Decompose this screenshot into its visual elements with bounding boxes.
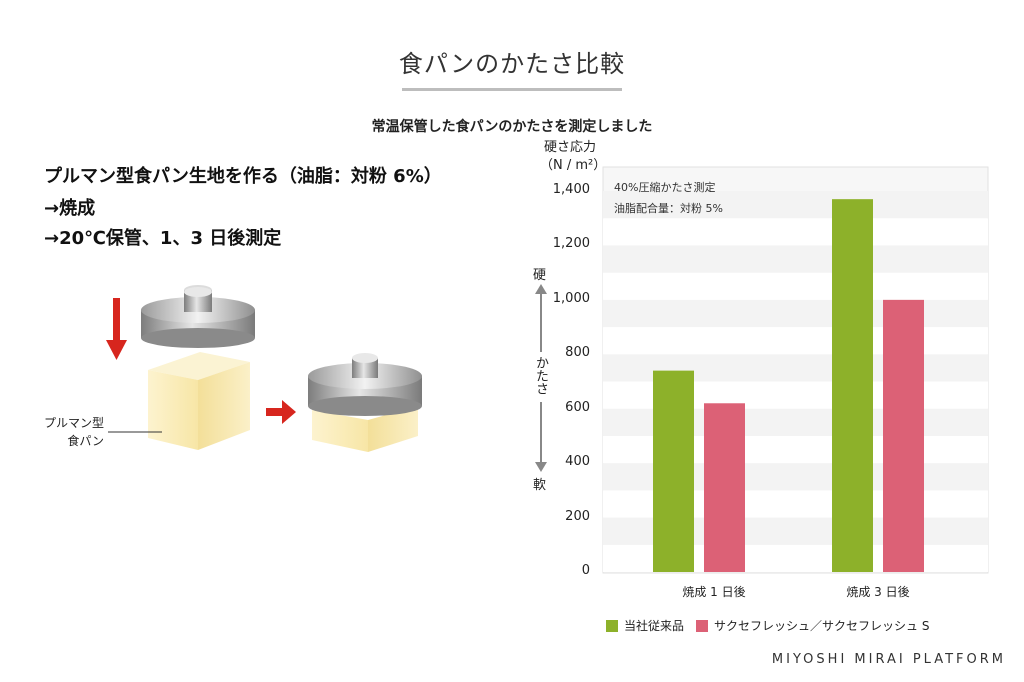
bread-cube-icon: [148, 352, 250, 450]
bread-label-line1: プルマン型: [43, 416, 104, 430]
bar-conventional-1: [653, 370, 694, 572]
down-arrow-icon: [106, 298, 127, 360]
bar-conventional-2: [832, 199, 873, 572]
procedure-step-3: →20℃保管、1、3 日後測定: [44, 228, 282, 249]
grid-band: [603, 218, 988, 246]
grid-band: [603, 463, 988, 491]
right-arrow-icon: [266, 400, 296, 424]
legend-swatch-green: [606, 619, 618, 632]
y-tick-label: 1,000: [552, 290, 590, 306]
category-label-day1: 焼成 1 日後: [682, 585, 746, 599]
bar-successfresh-2: [883, 299, 924, 572]
y-tick-label: 1,200: [552, 236, 590, 252]
scale-hard-label: 硬: [533, 268, 547, 283]
chart-subtitle: 常温保管した食パンのかたさを測定しました: [371, 119, 653, 135]
hardness-scale-arrow-icon: [535, 284, 547, 472]
compression-diagram: [106, 285, 422, 452]
grid-band: [603, 245, 988, 273]
plunger-icon: [141, 285, 255, 348]
scale-mid-label: かたさ: [533, 356, 548, 395]
category-label-day3: 焼成 3 日後: [846, 585, 910, 599]
y-tick-label: 600: [565, 399, 590, 415]
y-tick-label: 0: [581, 563, 590, 578]
y-axis-title-line1: 硬さ応力: [543, 140, 596, 155]
grid-band: [603, 272, 988, 300]
grid-band: [603, 490, 988, 518]
y-axis-title-line2: （N / m²）: [540, 158, 607, 173]
compressed-bread-icon: [312, 406, 418, 452]
y-tick-label: 1,400: [552, 182, 590, 197]
grid-band: [603, 354, 988, 382]
grid-band: [603, 327, 988, 355]
legend-label-successfresh: サクセフレッシュ／サクセフレッシュ S: [714, 619, 930, 633]
grid-band: [603, 381, 988, 409]
y-tick-label: 200: [565, 508, 590, 524]
grid-band: [603, 299, 988, 328]
plot-area: [602, 166, 989, 574]
page-title: 食パンのかたさ比較: [398, 50, 626, 78]
procedure-step-1: プルマン型食パン生地を作る（油脂：対粉 6%）: [44, 166, 442, 187]
plunger-compressed-icon: [308, 353, 422, 416]
grid-band: [603, 517, 988, 545]
scale-soft-label: 軟: [533, 478, 547, 493]
legend-item-conventional: 当社従来品: [606, 617, 684, 634]
procedure-step-2: →焼成: [44, 198, 96, 219]
grid-band: [603, 435, 988, 464]
grid-band: [603, 544, 988, 572]
y-tick-label: 800: [565, 345, 590, 361]
y-tick-label: 400: [565, 454, 590, 470]
legend-item-successfresh: サクセフレッシュ／サクセフレッシュ S: [696, 617, 929, 634]
annotation-compression: 40%圧縮かたさ測定: [614, 181, 716, 194]
title-underline: [402, 88, 622, 91]
bar-successfresh-1: [704, 403, 745, 572]
grid-band: [603, 408, 988, 436]
legend-swatch-red: [696, 619, 708, 632]
annotation-fat-ratio: 油脂配合量：対粉 5%: [614, 202, 723, 215]
bread-label-line2: 食パン: [67, 434, 104, 448]
legend-label-conventional: 当社従来品: [624, 619, 685, 633]
footer-brand: MIYOSHI MIRAI PLATFORM: [771, 652, 1006, 667]
